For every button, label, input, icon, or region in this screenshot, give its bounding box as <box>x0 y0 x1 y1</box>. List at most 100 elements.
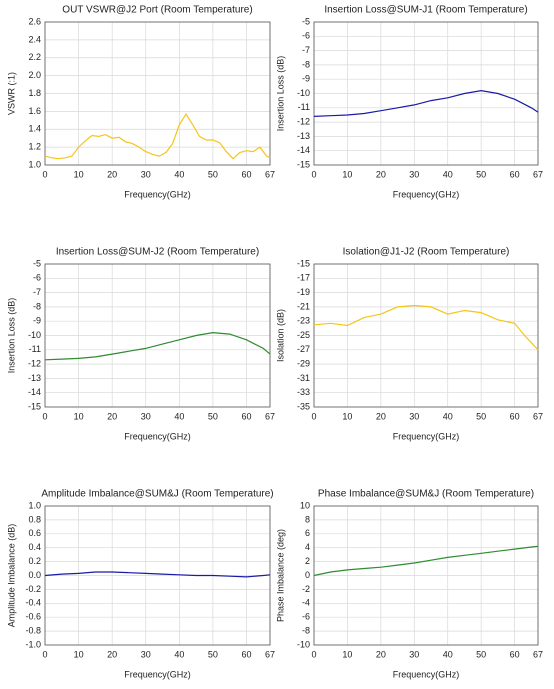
y-tick-label: 0.6 <box>28 528 41 538</box>
y-tick-label: -27 <box>297 344 310 354</box>
y-tick-label: -17 <box>297 273 310 283</box>
x-axis-label: Frequency(GHz) <box>124 431 191 441</box>
y-tick-label: -33 <box>297 387 310 397</box>
y-tick-label: 1.6 <box>28 106 41 116</box>
y-tick-label: 8 <box>305 514 310 524</box>
y-tick-label: -5 <box>33 258 41 268</box>
y-tick-label: 6 <box>305 528 310 538</box>
y-tick-label: -8 <box>33 301 41 311</box>
x-axis-label: Frequency(GHz) <box>393 431 460 441</box>
x-tick-label: 10 <box>342 411 352 421</box>
x-tick-label: 10 <box>342 649 352 659</box>
x-tick-label: 67 <box>533 649 543 659</box>
x-tick-label: 40 <box>443 169 453 179</box>
y-tick-label: 2.0 <box>28 70 41 80</box>
x-tick-label: 50 <box>476 411 486 421</box>
y-tick-label: -10 <box>28 330 41 340</box>
y-tick-label: -31 <box>297 373 310 383</box>
x-tick-label: 40 <box>443 649 453 659</box>
y-tick-label: -10 <box>297 639 310 649</box>
x-tick-label: 50 <box>476 169 486 179</box>
data-line <box>313 304 539 351</box>
y-tick-label: 2.2 <box>28 52 41 62</box>
chart-title: Insertion Loss@SUM-J1 (Room Temperature) <box>324 5 527 16</box>
x-tick-label: 30 <box>141 411 151 421</box>
x-tick-label: 60 <box>510 649 520 659</box>
y-tick-label: 0.0 <box>28 570 41 580</box>
y-tick-label: -15 <box>28 401 41 411</box>
y-axis-label: Amplitude Imbalance (dB) <box>6 524 16 628</box>
y-tick-label: 0.8 <box>28 514 41 524</box>
x-tick-label: 0 <box>42 649 47 659</box>
y-tick-label: 2 <box>305 556 310 566</box>
y-tick-label: -12 <box>297 116 310 126</box>
x-axis-label: Frequency(GHz) <box>124 669 191 679</box>
y-tick-label: -21 <box>297 301 310 311</box>
y-tick-label: 4 <box>305 542 310 552</box>
y-tick-label: -8 <box>302 59 310 69</box>
x-tick-label: 30 <box>409 649 419 659</box>
y-axis-label: Insertion Loss (dB) <box>6 298 16 374</box>
y-tick-label: -6 <box>302 612 310 622</box>
y-tick-label: -14 <box>28 387 41 397</box>
y-axis-label: Phase Imbalance (deg) <box>275 529 285 622</box>
y-tick-label: 2.6 <box>28 16 41 26</box>
x-tick-label: 20 <box>107 411 117 421</box>
y-tick-label: -9 <box>302 74 310 84</box>
y-tick-label: -5 <box>302 16 310 26</box>
data-line <box>44 571 271 578</box>
x-tick-label: 30 <box>409 169 419 179</box>
x-tick-label: 67 <box>265 649 275 659</box>
y-tick-label: 2.4 <box>28 34 41 44</box>
plot-frame <box>44 263 271 408</box>
x-tick-label: 0 <box>311 169 316 179</box>
x-tick-label: 67 <box>265 169 275 179</box>
data-line <box>44 331 271 361</box>
y-tick-label: -0.6 <box>25 612 41 622</box>
x-tick-label: 60 <box>241 411 251 421</box>
x-tick-label: 0 <box>311 411 316 421</box>
plot-frame <box>313 263 539 408</box>
chart-title: Amplitude Imbalance@SUM&J (Room Temperat… <box>41 489 273 500</box>
x-tick-label: 20 <box>107 169 117 179</box>
x-tick-label: 50 <box>476 649 486 659</box>
y-tick-label: -35 <box>297 401 310 411</box>
x-tick-label: 60 <box>241 169 251 179</box>
y-tick-label: 1.8 <box>28 88 41 98</box>
x-axis-label: Frequency(GHz) <box>124 189 191 199</box>
x-tick-label: 10 <box>74 169 84 179</box>
x-tick-label: 0 <box>42 169 47 179</box>
data-line <box>313 89 539 117</box>
plot-frame <box>44 21 271 166</box>
y-tick-label: -15 <box>297 258 310 268</box>
y-tick-label: -11 <box>29 344 41 354</box>
y-tick-label: -23 <box>297 316 310 326</box>
x-tick-label: 40 <box>174 169 184 179</box>
y-tick-label: -9 <box>33 316 41 326</box>
x-tick-label: 20 <box>376 169 386 179</box>
y-tick-label: -7 <box>302 45 310 55</box>
x-tick-label: 20 <box>376 411 386 421</box>
x-axis-label: Frequency(GHz) <box>393 669 460 679</box>
x-tick-label: 50 <box>208 649 218 659</box>
x-tick-label: 40 <box>443 411 453 421</box>
y-tick-label: -13 <box>28 373 41 383</box>
y-tick-label: 1.0 <box>28 500 41 510</box>
y-tick-label: -12 <box>28 358 41 368</box>
x-tick-label: 60 <box>241 649 251 659</box>
x-tick-label: 10 <box>342 169 352 179</box>
y-tick-label: -19 <box>297 287 310 297</box>
y-tick-label: -0.8 <box>25 625 41 635</box>
y-tick-label: -6 <box>302 31 310 41</box>
y-tick-label: 0.2 <box>28 556 41 566</box>
y-tick-label: -25 <box>297 330 310 340</box>
x-tick-label: 30 <box>141 169 151 179</box>
x-axis-label: Frequency(GHz) <box>393 189 460 199</box>
x-tick-label: 67 <box>533 411 543 421</box>
y-axis-label: Insertion Loss (dB) <box>275 56 285 132</box>
x-tick-label: 10 <box>74 649 84 659</box>
chart-title: Insertion Loss@SUM-J2 (Room Temperature) <box>56 247 259 258</box>
data-line <box>44 112 271 160</box>
